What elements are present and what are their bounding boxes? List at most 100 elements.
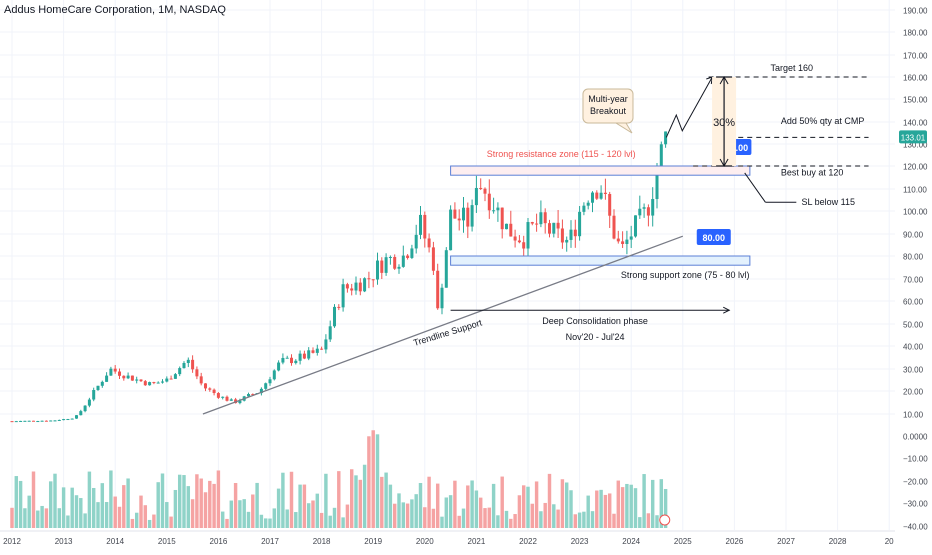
candle-body [229,399,233,401]
volume-bar [586,495,590,528]
stop-loss-label: SL below 115 [801,197,855,207]
trendline [202,235,684,415]
volume-bar [134,512,139,528]
candle-body [449,209,453,251]
candle-body [603,192,607,195]
volume-bar [203,492,208,528]
volume-bar [380,476,384,528]
time-axis[interactable]: 2012 2013 2014 2015 2016 2017 2018 2019 2020 2021… [0,530,895,546]
symbol-title[interactable]: Addus HomeCare Corporation, 1M, NASDAQ [4,4,226,16]
price-tick-label: 110.00 [903,186,927,195]
volume-tick-label: −40.00 [903,523,928,532]
volume-bar [410,499,414,528]
candle-body [281,357,285,363]
resistance-zone-label: Strong resistance zone (115 - 120 lvl) [487,149,636,159]
price-axis[interactable]: 190.00 180.00 170.00 160.00 150.00 140.00 130.… [899,7,928,420]
volume-bar [367,436,371,528]
volume-bar [139,495,143,528]
volume-bar [646,513,651,528]
candle-body [96,385,100,390]
time-tick-label: 2017 [261,537,279,546]
candle-body [492,210,496,212]
volume-bar [371,430,375,528]
volume-bar [44,508,49,528]
candle-body [216,393,220,398]
candle-body [130,375,134,381]
volume-bar [569,490,573,528]
volume-bar [509,518,513,528]
arrow-up-icon [719,75,729,85]
candle-body [272,370,276,380]
volume-bar [453,480,457,528]
candle-body [487,193,491,211]
volume-bar [306,503,311,528]
price-tick-label: 90.00 [903,231,924,240]
candle-body [427,238,431,248]
candle-body [621,241,625,244]
candle-body [139,379,143,382]
candle-body [19,420,23,422]
volume-bar [285,509,289,528]
price-tick-label: 190.00 [903,7,928,16]
candle-body [156,382,160,384]
candle-body [160,381,165,383]
volume-bar [36,510,40,528]
candle-body [212,389,216,394]
projection-path [665,76,713,138]
candle-body [341,284,345,308]
candle-body [298,353,302,361]
volume-bar [595,490,599,528]
candle-body [642,207,646,209]
candle-body [590,192,595,203]
time-tick-label: 2018 [313,537,331,546]
candle-body [483,188,487,194]
current-price-label: 133.01 [901,133,926,142]
price-tick-label: 10.00 [903,411,924,420]
volume-bar [182,475,186,528]
volume-bar [251,494,255,528]
candle-body [410,248,414,258]
support-zone [450,255,751,266]
candle-body [268,379,272,384]
volume-bar [341,517,345,528]
candle-body [526,222,530,249]
candle-body [380,260,384,273]
candle-body [664,131,668,145]
candle-body [457,218,461,221]
volume-bar [328,515,332,528]
volume-bar [534,481,539,528]
event-marker-icon [659,514,671,526]
volume-bar [156,482,160,528]
volume-bar [315,493,320,528]
volume-bar [53,473,57,528]
candle-body [401,255,405,267]
candle-body [539,212,543,225]
volume-bar [358,479,363,528]
volume-bar [126,478,130,528]
volume-bar [650,479,655,528]
volume-bar [435,483,440,528]
candle-body [393,256,397,269]
candle-body [595,192,599,199]
volume-tick-label: 0.0000 [903,433,928,442]
candle-body [397,266,401,269]
volume-bar [474,490,479,528]
volume-bar [242,499,246,528]
candle-body [582,205,586,212]
volume-bar [91,487,96,528]
breakout-label-line2: Breakout [590,106,627,116]
volume-bar [607,493,612,528]
volume-bar [104,502,109,528]
candle-body [49,420,53,422]
candle-body [199,376,203,384]
volume-bar [259,514,264,528]
volume-bar [466,485,470,528]
candle-body [302,353,306,359]
candle-body [251,394,255,396]
candle-body [44,420,48,422]
candle-body [324,339,328,350]
candle-body [152,382,156,384]
time-tick-label: 2027 [777,537,795,546]
